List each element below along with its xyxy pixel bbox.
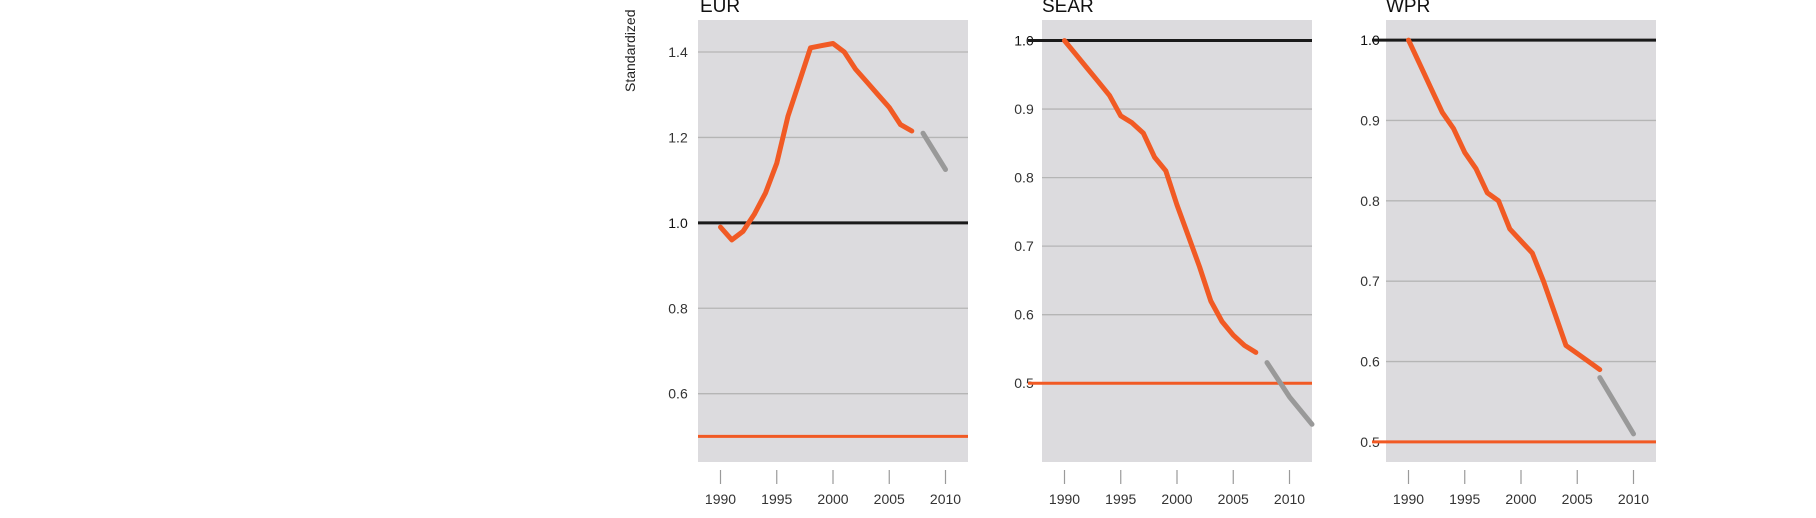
x-tick-label: 2010 — [930, 491, 961, 507]
x-tick-label: 2000 — [817, 491, 848, 507]
y-tick-label: 0.6 — [668, 386, 688, 402]
series-line-observed — [1406, 37, 1603, 373]
y-axis-label: Standardized — [622, 9, 638, 92]
y-tick-label: 0.6 — [1014, 307, 1034, 323]
y-tick-label: 0.5 — [1014, 375, 1034, 391]
series-line-observed — [1062, 38, 1259, 355]
y-tick-label: 1.0 — [1360, 32, 1380, 48]
y-tick-label: 0.8 — [668, 300, 688, 316]
series-line-projected — [1264, 360, 1315, 427]
y-tick-label: 0.5 — [1360, 434, 1380, 450]
series-line-observed — [718, 41, 915, 243]
chart-panel-eur: EUR 0.6 0.8 1.0 1.2 1.4 1990 1995 2000 2005 2010 — [668, 0, 968, 507]
series-line-projected — [920, 130, 948, 172]
x-tick-label: 2000 — [1161, 491, 1192, 507]
y-tick-label: 0.7 — [1014, 238, 1034, 254]
panel-title: WPR — [1386, 0, 1430, 17]
y-tick-label: 0.9 — [1014, 101, 1034, 117]
panel-title: EUR — [700, 0, 740, 17]
y-tick-label: 0.7 — [1360, 273, 1380, 289]
y-tick-label: 0.8 — [1360, 193, 1380, 209]
plot-background — [1042, 20, 1312, 462]
plot-background — [698, 20, 968, 462]
y-tick-label: 0.9 — [1360, 112, 1380, 128]
x-tick-label: 1995 — [1105, 491, 1136, 507]
x-tick-label: 2005 — [874, 491, 905, 507]
x-tick-label: 2005 — [1218, 491, 1249, 507]
y-tick-label: 1.0 — [668, 215, 688, 231]
panel-title: SEAR — [1042, 0, 1094, 17]
y-tick-label: 1.4 — [668, 44, 688, 60]
x-tick-label: 1990 — [705, 491, 736, 507]
x-tick-label: 2010 — [1618, 491, 1649, 507]
x-tick-label: 2000 — [1505, 491, 1536, 507]
y-tick-label: 1.0 — [1014, 33, 1034, 49]
chart-panel-wpr: WPR 0.5 0.6 0.7 0.8 0.9 1.0 1990 1995 2000 2005 201… — [1360, 0, 1656, 507]
x-tick-label: 2010 — [1274, 491, 1305, 507]
x-tick-label: 2005 — [1562, 491, 1593, 507]
x-tick-label: 1990 — [1049, 491, 1080, 507]
y-tick-label: 0.8 — [1014, 170, 1034, 186]
y-tick-label: 0.6 — [1360, 354, 1380, 370]
x-tick-label: 1990 — [1393, 491, 1424, 507]
chart-panel-sear: SEAR 0.5 0.6 0.7 0.8 0.9 1.0 1990 1995 2000 2005 20… — [1014, 0, 1315, 507]
x-tick-label: 1995 — [1449, 491, 1480, 507]
y-tick-label: 1.2 — [668, 129, 688, 145]
series-line-projected — [1597, 375, 1636, 437]
x-tick-label: 1995 — [761, 491, 792, 507]
